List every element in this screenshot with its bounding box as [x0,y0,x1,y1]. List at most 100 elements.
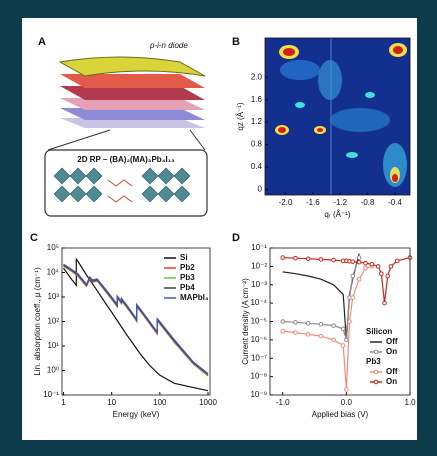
data-point [356,255,362,260]
organic-spacer [107,179,133,203]
x-tick-label: -0.8 [361,198,375,207]
y-tick-label: 10⁻² [251,261,267,270]
data-point [305,256,311,262]
y-tick-label: 10⁻⁹ [250,390,267,399]
data-point [318,257,324,262]
data-point [305,332,311,337]
data-point [293,330,298,335]
data-point [340,343,346,348]
legend-marker [373,369,379,375]
y-tick-label: 10⁻⁷ [251,353,267,362]
data-point [363,265,368,271]
y-tick-label: 10⁻¹ [251,243,267,252]
y-axis-label: Current density (A cm⁻²) [241,278,250,365]
x-axis-label: Energy (keV) [113,410,160,419]
data-point [394,258,400,264]
data-point [385,273,391,279]
x-tick-label: -1.2 [333,198,347,207]
legend-group: Silicon [366,327,392,336]
panel-label: A [38,36,46,48]
data-point [331,257,336,263]
y-tick-label: 10³ [47,292,59,301]
data-point [344,337,349,343]
data-point [331,337,336,343]
x-axis-label: Applied bias (V) [312,410,369,419]
panel-label: C [30,232,38,244]
legend-label: Pb2 [180,263,195,272]
data-point [280,319,286,324]
data-point [293,320,298,325]
series-line [63,263,209,375]
y-tick-label: 0.4 [251,162,263,171]
legend-label: On [386,347,397,356]
x-tick-label: 1000 [199,398,217,407]
data-point [344,387,349,392]
y-tick-label: 10⁻⁸ [251,372,268,381]
data-point [388,264,394,269]
y-tick-label: 10⁻⁴ [250,298,267,307]
data-point [350,259,356,264]
data-point [356,276,362,282]
y-tick-label: 10⁻⁵ [251,317,267,326]
x-tick-label: -1.6 [306,198,320,207]
panel-label: D [232,232,240,244]
y-axis-label: Lin. absorption coeff., μ (cm⁻¹) [33,267,42,376]
y-tick-label: 10¹ [47,341,59,350]
y-tick-label: 1.6 [251,95,263,104]
legend-label: On [386,377,397,386]
data-point [305,320,311,326]
y-tick-label: 10² [47,317,59,326]
data-point [356,259,362,265]
x-tick-label: -2.0 [279,198,293,207]
data-point [369,261,375,267]
x-tick-label: 1.0 [404,398,416,407]
panel-label: B [232,36,240,48]
data-point [347,319,352,324]
octahedra [53,167,191,203]
y-axis-label: qz (Å⁻¹) [236,102,245,131]
x-axis-label: qᵣ (Å⁻¹) [324,210,350,219]
x-tick-label: 1 [61,398,66,407]
legend-label: Pb3 [180,273,195,282]
x-tick-label: 10 [107,398,116,407]
data-point [318,322,324,327]
y-tick-label: 0.8 [251,140,263,149]
y-tick-label: 1.2 [251,117,263,126]
diode-title: p-i-n diode [149,41,188,50]
data-point [363,260,368,266]
legend-marker [373,349,379,355]
data-point [350,273,356,279]
series-line [63,257,209,392]
diffraction-spots [275,38,407,195]
data-point [280,255,286,260]
data-point [379,271,384,276]
y-tick-label: 10⁵ [47,243,59,252]
data-point [375,264,381,269]
legend-label: Pb4 [180,283,195,292]
data-point [280,328,286,334]
legend-label: MAPbI₃ [180,293,209,302]
y-tick-label: 10⁻³ [251,280,267,289]
plot-frame [264,37,411,196]
x-tick-label: 100 [153,398,167,407]
x-tick-label: -1.0 [276,398,290,407]
legend-group: Pb3 [366,357,381,366]
legend-label: Off [386,367,398,376]
x-tick-label: 0.0 [341,398,353,407]
y-tick-label: 10⁴ [47,268,60,277]
data-point [350,295,356,300]
y-tick-label: 10⁻¹ [43,390,59,399]
legend-marker [373,379,379,385]
y-tick-label: 2.0 [251,72,263,81]
data-point [293,255,298,261]
series-line [282,257,360,341]
y-tick-label: 0 [258,185,263,194]
legend-label: Off [386,337,398,346]
y-tick-label: 10⁰ [47,366,59,375]
data-point [318,333,324,339]
device-stack [47,56,206,151]
x-tick-label: -0.4 [388,198,402,207]
legend-label: Si [180,253,188,262]
